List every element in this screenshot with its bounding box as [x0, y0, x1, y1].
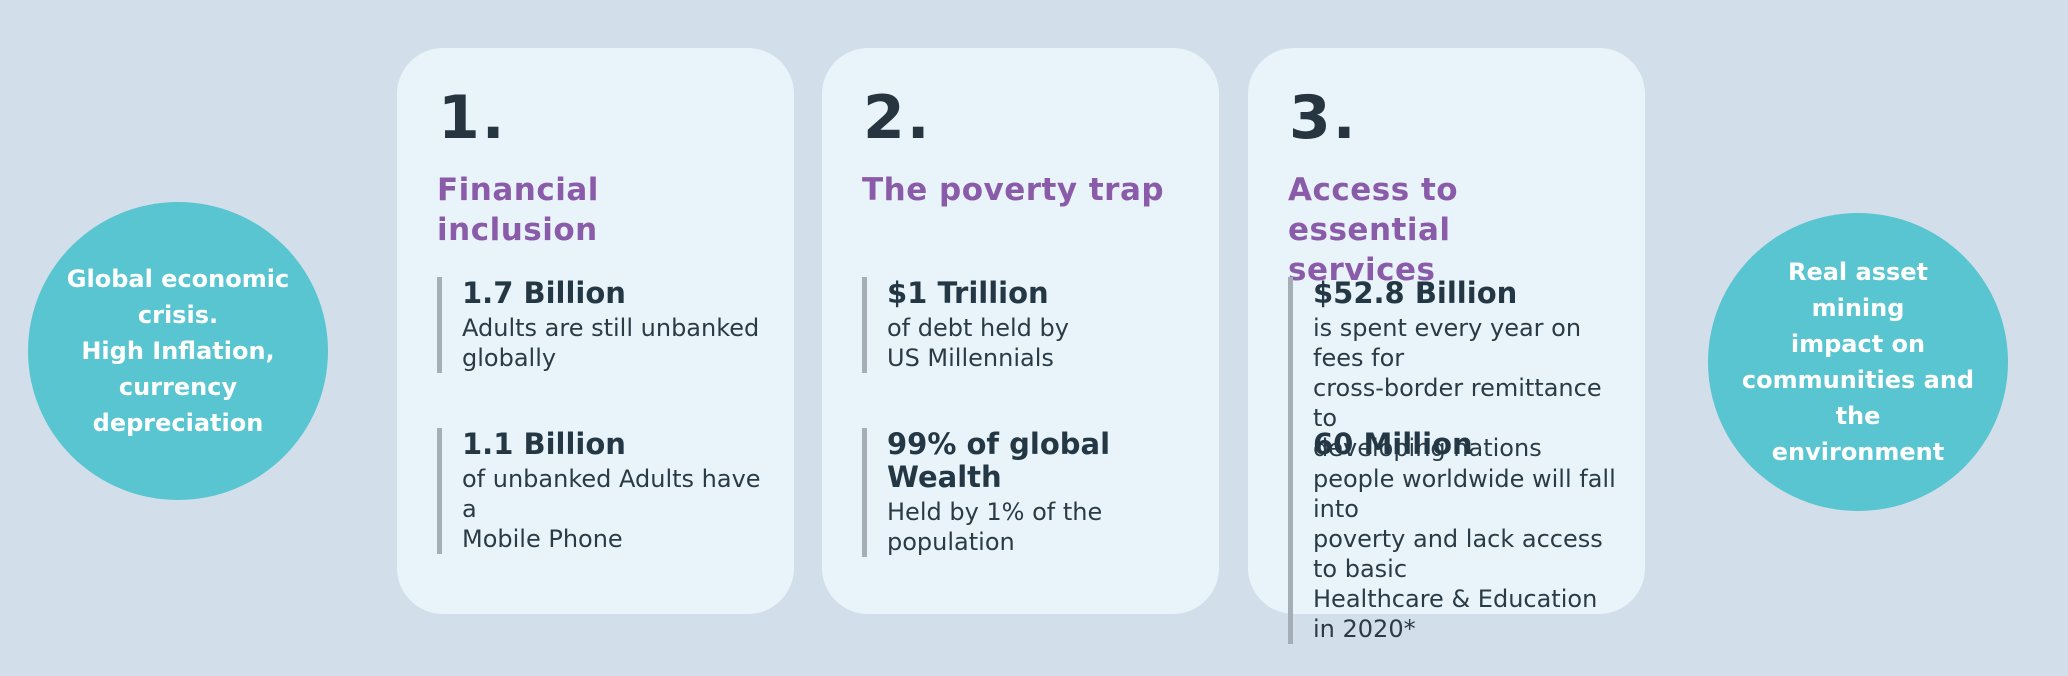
card-title: Access to essential services [1288, 172, 1459, 288]
stat-value: 60 Million [1313, 427, 1473, 461]
stat-description: people worldwide will fall into poverty … [1313, 465, 1616, 643]
stat-description: of unbanked Adults have a Mobile Phone [462, 465, 761, 553]
stat-block: 1.7 Billion Adults are still unbanked gl… [437, 277, 772, 373]
stat-value: $52.8 Billion [1313, 276, 1518, 310]
stat-value: $1 Trillion [887, 276, 1049, 310]
stat-block: 99% of global Wealth Held by 1% of the p… [862, 428, 1197, 557]
stat-block: $1 Trillion of debt held by US Millennia… [862, 277, 1197, 373]
right-circle-text: Real asset mining impact on communities … [1741, 258, 1975, 466]
stat-block: 1.1 Billion of unbanked Adults have a Mo… [437, 428, 772, 554]
left-circle: Global economic crisis. High Inflation, … [28, 202, 328, 500]
stat-block: 60 Million people worldwide will fall in… [1288, 428, 1623, 644]
card-number: 2. [863, 83, 932, 153]
stat-value: 99% of global Wealth [887, 427, 1111, 494]
card-number: 1. [438, 83, 507, 153]
stat-description: Held by 1% of the population [887, 498, 1103, 556]
left-circle-text: Global economic crisis. High Inflation, … [66, 265, 290, 437]
card-title: Financial inclusion [437, 172, 611, 248]
card-number: 3. [1289, 83, 1358, 153]
stat-description: Adults are still unbanked globally [462, 314, 760, 372]
stat-block: $52.8 Billion is spent every year on fee… [1288, 277, 1623, 463]
stat-description: of debt held by US Millennials [887, 314, 1069, 372]
stat-description: is spent every year on fees for cross-bo… [1313, 314, 1602, 462]
stat-value: 1.7 Billion [462, 276, 626, 310]
card-financial-inclusion: 1. Financial inclusion 1.7 Billion Adult… [397, 48, 794, 614]
right-circle: Real asset mining impact on communities … [1708, 213, 2008, 511]
stat-value: 1.1 Billion [462, 427, 626, 461]
card-title: The poverty trap [862, 172, 1165, 208]
card-poverty-trap: 2. The poverty trap $1 Trillion of debt … [822, 48, 1219, 614]
card-access-essential-services: 3. Access to essential services $52.8 Bi… [1248, 48, 1645, 644]
